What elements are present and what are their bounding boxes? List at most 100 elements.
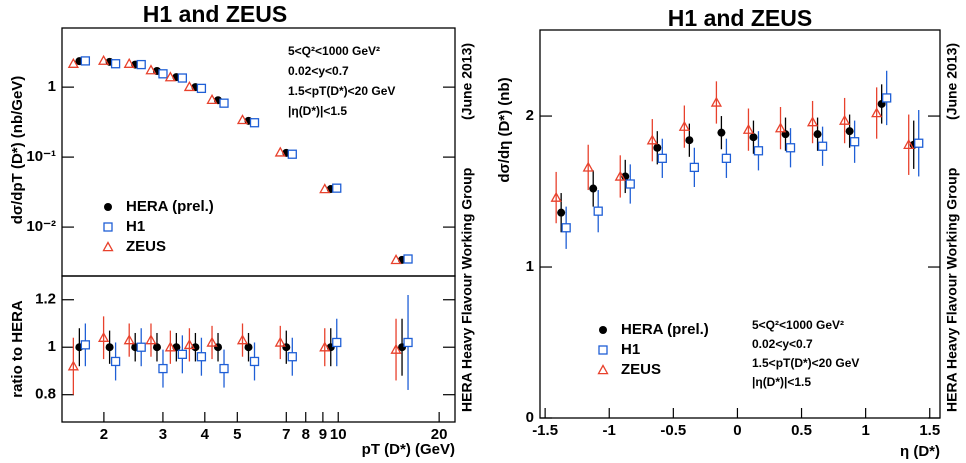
marker-zeus: [390, 254, 402, 265]
marker-zeus: [164, 71, 176, 82]
annotation: 5<Q²<1000 GeV²: [752, 318, 844, 332]
credit: HERA Heavy Flavour Working Group: [944, 168, 960, 412]
annotation: 1.5<pT(D*)<20 GeV: [288, 84, 395, 98]
marker-hera: [749, 133, 758, 142]
y-axis-label: dσ/dη (D*) (nb): [496, 77, 513, 182]
legend-marker: [598, 345, 608, 355]
y-tick-label: 1.2: [35, 291, 56, 308]
marker-h1: [721, 153, 732, 163]
marker-h1: [657, 153, 667, 163]
y-tick-label: 10⁻¹: [26, 148, 56, 165]
marker-h1: [177, 349, 188, 359]
marker-hera: [589, 184, 598, 193]
marker-zeus: [206, 93, 218, 105]
marker-h1: [196, 352, 207, 362]
y-tick-label: 1: [48, 338, 56, 355]
marker-h1: [785, 143, 796, 153]
marker-zeus: [646, 134, 658, 145]
credit: (June 2013): [459, 43, 475, 120]
marker-h1: [249, 356, 260, 367]
y-tick-label: 2: [526, 107, 534, 124]
legend-label: H1: [621, 341, 640, 358]
x-tick-label: 9: [319, 426, 327, 443]
x-tick-label: 3: [159, 426, 167, 443]
marker-zeus: [582, 161, 594, 172]
marker-h1: [249, 118, 260, 128]
plot-frame: [539, 29, 941, 419]
marker-h1: [625, 179, 635, 189]
y-tick-label: 1: [48, 78, 56, 95]
marker-hera: [845, 127, 854, 136]
marker-h1: [403, 337, 413, 348]
marker-hera: [653, 143, 662, 152]
marker-h1: [753, 146, 764, 156]
marker-h1: [287, 352, 297, 362]
annotation: 5<Q²<1000 GeV²: [288, 44, 380, 58]
marker-zeus: [710, 96, 723, 107]
x-tick-label: 20: [431, 426, 448, 443]
marker-zeus: [319, 341, 331, 352]
x-tick-label: 8: [302, 426, 310, 443]
legend-marker: [103, 222, 113, 232]
marker-h1: [158, 69, 168, 79]
marker-zeus: [206, 336, 218, 347]
x-tick-label: 10: [330, 426, 347, 443]
marker-zeus: [903, 138, 915, 149]
marker-zeus: [678, 120, 690, 131]
y-axis-label: ratio to HERA: [9, 300, 26, 398]
marker-hera: [152, 343, 161, 352]
marker-zeus: [742, 123, 755, 134]
legend-label: HERA (prel.): [126, 198, 214, 215]
marker-h1: [158, 363, 168, 374]
marker-zeus: [236, 334, 249, 345]
marker-zeus: [67, 360, 79, 371]
marker-h1: [80, 56, 91, 66]
marker-h1: [110, 356, 121, 367]
marker-hera: [685, 136, 694, 145]
marker-hera: [191, 343, 200, 352]
marker-zeus: [67, 57, 79, 68]
marker-zeus: [164, 341, 176, 352]
legend-marker: [599, 326, 607, 334]
legend-label: H1: [126, 218, 145, 235]
marker-zeus: [274, 146, 286, 157]
marker-h1: [332, 337, 342, 348]
plot-frame: [61, 27, 456, 277]
marker-h1: [110, 59, 121, 69]
marker-zeus: [123, 334, 135, 345]
x-tick-label: -0.5: [660, 422, 686, 439]
marker-h1: [219, 98, 229, 108]
y-tick-label: 10⁻²: [26, 218, 56, 235]
marker-zeus: [774, 122, 787, 133]
marker-zeus: [274, 336, 286, 347]
marker-zeus: [145, 64, 157, 75]
marker-zeus: [550, 191, 562, 202]
marker-h1: [136, 342, 146, 352]
marker-hera: [557, 208, 566, 217]
x-tick-label: -1: [603, 422, 616, 439]
marker-zeus: [145, 334, 157, 345]
x-tick-label: 1: [861, 422, 869, 439]
marker-h1: [136, 59, 146, 70]
x-tick-label: 2: [100, 426, 108, 443]
marker-zeus: [871, 107, 883, 118]
marker-h1: [219, 363, 229, 374]
marker-zeus: [97, 54, 110, 65]
marker-h1: [689, 162, 700, 173]
y-tick-label: 0: [526, 409, 534, 426]
annotation: |η(D*)|<1.5: [288, 104, 347, 118]
chart-title: H1 and ZEUS: [143, 1, 287, 27]
marker-h1: [332, 183, 342, 193]
marker-hera: [105, 343, 114, 352]
marker-h1: [80, 340, 91, 350]
marker-zeus: [390, 343, 402, 354]
marker-zeus: [97, 331, 110, 342]
annotation: 0.02<y<0.7: [288, 64, 349, 78]
legend-label: ZEUS: [126, 238, 166, 255]
legend-marker: [102, 241, 114, 252]
legend-label: HERA (prel.): [621, 321, 709, 338]
marker-hera: [244, 343, 253, 352]
marker-h1: [561, 223, 571, 233]
marker-h1: [196, 83, 207, 94]
y-tick-label: 0.8: [35, 386, 56, 403]
